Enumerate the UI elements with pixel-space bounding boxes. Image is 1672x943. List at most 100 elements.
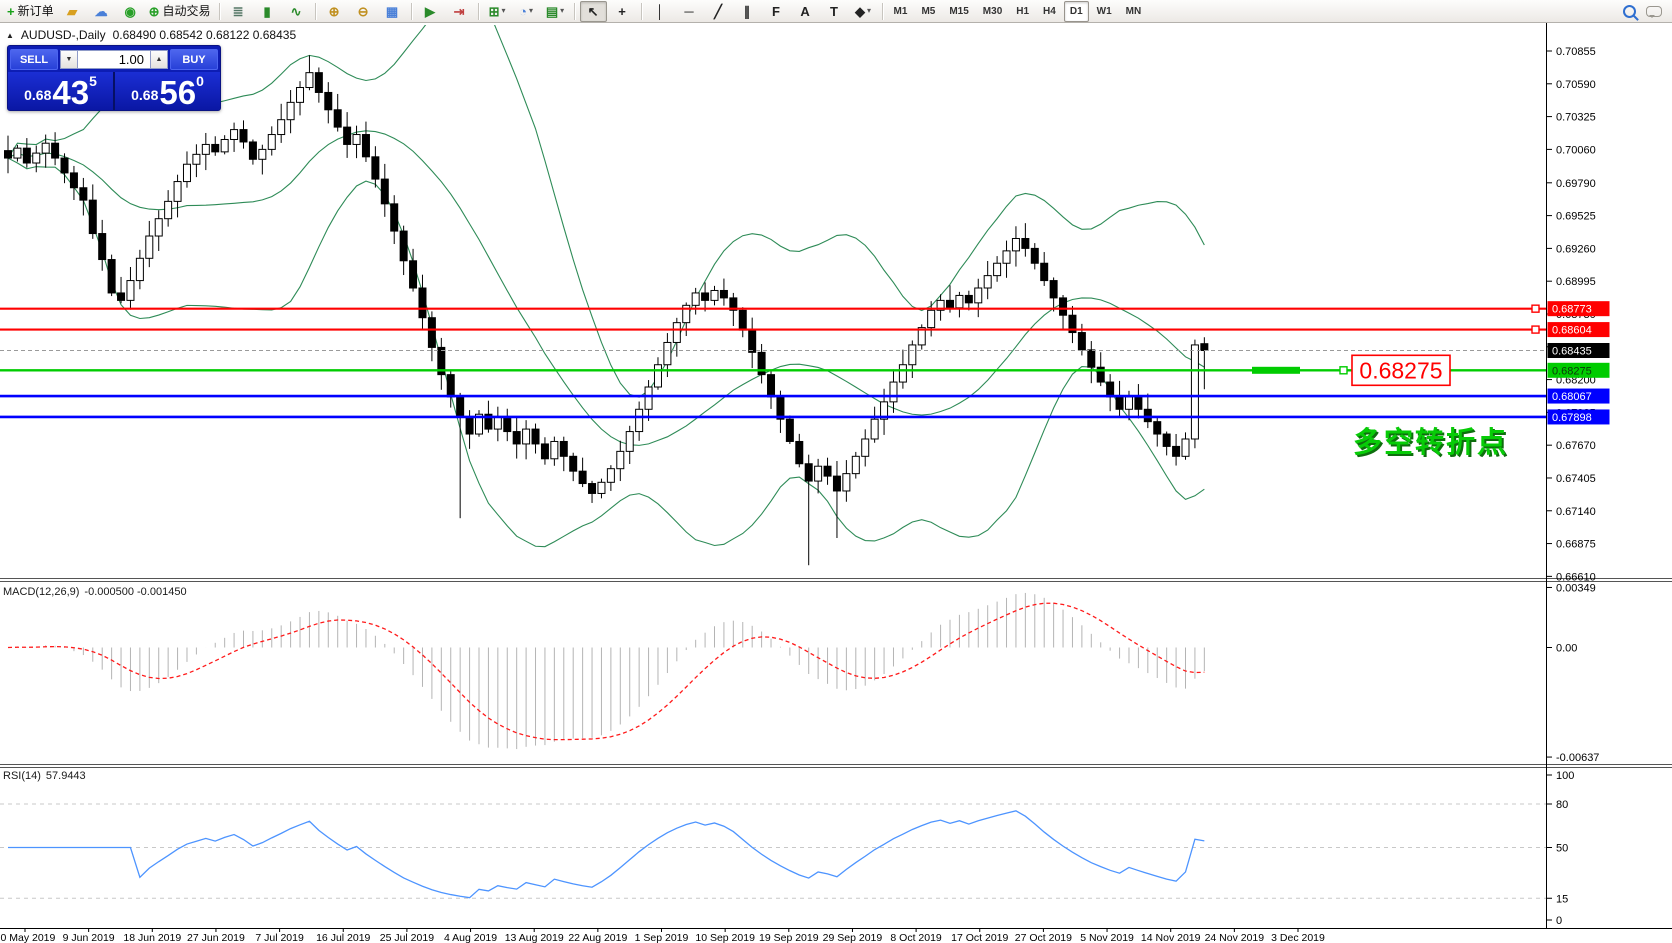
macd-values: -0.000500 -0.001450 <box>84 586 187 598</box>
auto-scroll-button[interactable]: ▶ <box>417 1 444 22</box>
timeframe-d1[interactable]: D1 <box>1063 0 1089 22</box>
date-axis[interactable]: 30 May 2019 9 Jun 2019 18 Jun 2019 27 Jun 2… <box>0 928 1325 943</box>
price-tick-label: 0.67405 <box>1556 473 1596 485</box>
buy-price-panel[interactable]: 0.68 56 0 <box>115 72 220 110</box>
candle <box>616 450 625 470</box>
candle <box>889 381 898 403</box>
vline-button[interactable]: │ <box>647 1 674 22</box>
candle <box>1068 314 1077 334</box>
price-divider <box>113 72 115 110</box>
candle <box>475 413 483 435</box>
candle <box>795 440 804 465</box>
label-button[interactable]: T <box>821 1 848 22</box>
sell-price-panel[interactable]: 0.68 43 5 <box>8 72 113 110</box>
zoom-in-button[interactable]: ⊕ <box>321 1 348 22</box>
candle <box>182 163 191 183</box>
notebook-button[interactable]: ▰ <box>59 1 86 22</box>
candle <box>4 150 12 159</box>
tile-windows-button[interactable]: ▦ <box>379 1 406 22</box>
chevron-down-icon[interactable]: ▾ <box>867 6 872 15</box>
candle <box>851 455 860 475</box>
rsi-tick-label: 50 <box>1556 843 1568 855</box>
bar-chart-button[interactable]: ≣ <box>225 1 252 22</box>
price-tick-label: 0.70325 <box>1556 112 1596 124</box>
trendline-button[interactable]: ╱ <box>705 1 732 22</box>
buy-button[interactable]: BUY <box>170 49 218 70</box>
template-button[interactable]: ▤ ▾ <box>542 1 569 22</box>
candle <box>22 147 31 164</box>
new-order-button[interactable]: + 新订单 <box>4 1 57 22</box>
search-icon[interactable] <box>1623 4 1636 18</box>
timeframe-m15[interactable]: M15 <box>949 5 969 17</box>
candle <box>814 465 823 482</box>
zoom-out-icon: ⊖ <box>357 3 369 19</box>
timeframe-m1[interactable]: M1 <box>893 5 908 17</box>
text-button[interactable]: A <box>792 1 819 22</box>
chevron-down-icon[interactable]: ▾ <box>501 6 506 15</box>
candle <box>767 374 776 398</box>
pivot-line-drag-segment[interactable] <box>1252 366 1300 374</box>
timeframe-m5[interactable]: M5 <box>921 5 936 17</box>
candle <box>164 200 173 220</box>
main-toolbar: + 新订单 ▰ ☁ ◉ ⊕ 自动交易 ≣ ▮ ∿ ⊕ ⊖ ▦ ▶ ⇥ ⊞ ▾ ◔ ▾ ▤ ▾ ↖ + │ ─ ╱ ∥ F A T ◆ ▾ M1 M… <box>0 0 1672 23</box>
fibo-button[interactable]: F <box>763 1 790 22</box>
date-tick-label: 7 Jul 2019 <box>255 932 304 943</box>
timeframe-mn[interactable]: MN <box>1125 5 1142 17</box>
timeframe-m30[interactable]: M30 <box>982 5 1003 17</box>
candle <box>409 260 418 289</box>
line-chart-button[interactable]: ∿ <box>283 1 310 22</box>
volume-input[interactable]: 1.00 <box>78 50 150 69</box>
resistance-line-1-handle[interactable] <box>1531 304 1540 313</box>
autotrade-button[interactable]: ⊕ 自动交易 <box>146 1 214 22</box>
period-button[interactable]: ◔ ▾ <box>513 1 540 22</box>
hline-button[interactable]: ─ <box>676 1 703 22</box>
candle-chart-button[interactable]: ▮ <box>254 1 281 22</box>
resistance-line-2-handle[interactable] <box>1531 325 1540 334</box>
candle <box>456 396 465 418</box>
arrows-button[interactable]: ◆ ▾ <box>850 1 877 22</box>
toolbar-separator <box>640 2 642 20</box>
zoom-out-button[interactable]: ⊖ <box>350 1 377 22</box>
candle <box>126 280 135 301</box>
candle <box>1021 237 1030 249</box>
community-button[interactable]: ☁ <box>88 1 115 22</box>
timeframe-h4[interactable]: H4 <box>1043 5 1056 17</box>
volume-increase-button[interactable]: ▲ <box>150 50 168 69</box>
candle <box>861 438 870 457</box>
bar-chart-icon: ≣ <box>232 3 244 19</box>
candle <box>1106 381 1115 398</box>
chart-symbol-period: AUDUSD-,Daily <box>20 28 106 42</box>
chevron-down-icon[interactable]: ▾ <box>528 6 533 15</box>
toolbar-separator <box>218 2 220 20</box>
overlay-lines[interactable]: 0.68275 <box>0 304 1546 419</box>
bollinger-lower <box>7 157 1205 548</box>
chat-icon[interactable] <box>1646 5 1662 18</box>
crosshair-button[interactable]: + <box>609 1 636 22</box>
timeframe-h1[interactable]: H1 <box>1016 5 1030 17</box>
pivot-price-callout[interactable] <box>1351 354 1451 387</box>
timeframe-w1[interactable]: W1 <box>1096 5 1112 17</box>
signals-icon: ◉ <box>124 3 136 19</box>
channel-button[interactable]: ∥ <box>734 1 761 22</box>
new-chart-button[interactable]: ⊞ ▾ <box>484 1 511 22</box>
price-scale[interactable]: 0.70855 0.70590 0.70325 0.70060 0.69790 0.695… <box>1546 46 1610 583</box>
candle <box>211 143 220 153</box>
cursor-button[interactable]: ↖ <box>579 0 607 22</box>
rsi-indicator <box>0 803 1546 899</box>
sell-button[interactable]: SELL <box>10 49 58 70</box>
volume-decrease-button[interactable]: ▼ <box>60 50 78 69</box>
candlestick-series <box>4 55 1209 566</box>
chevron-down-icon[interactable]: ▾ <box>560 6 565 15</box>
pivot-line-handle[interactable] <box>1339 366 1348 375</box>
signals-button[interactable]: ◉ <box>117 1 144 22</box>
one-click-toggle-icon[interactable]: ▲ <box>6 30 14 40</box>
candle <box>107 259 116 294</box>
price-tick-label: 0.69525 <box>1556 211 1596 223</box>
date-tick-label: 9 Jun 2019 <box>63 932 115 943</box>
pivot-price-callout-text: 0.68275 <box>1359 357 1442 383</box>
chart-shift-button[interactable]: ⇥ <box>446 1 473 22</box>
candle <box>427 317 436 348</box>
candle <box>446 374 455 398</box>
